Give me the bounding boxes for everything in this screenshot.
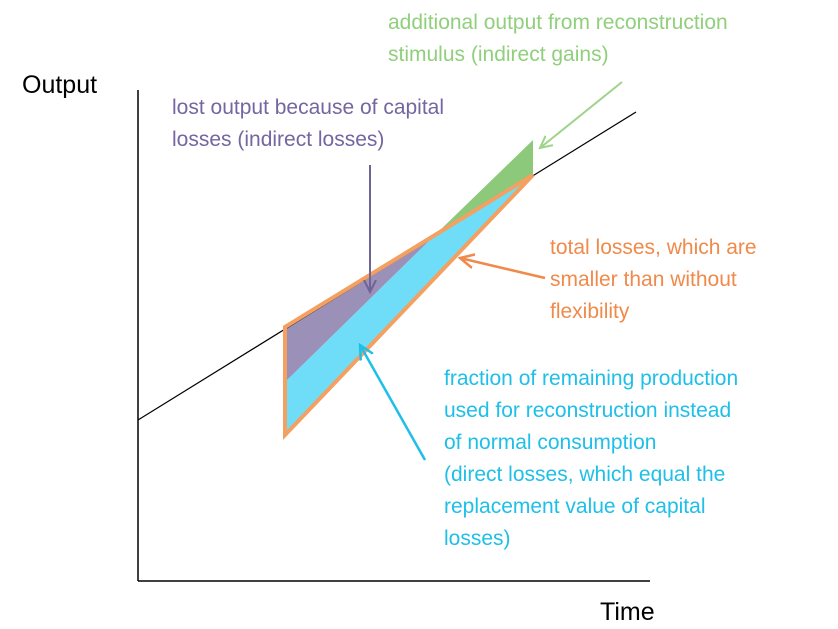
y-axis-label: Output	[22, 71, 97, 99]
axes	[137, 90, 650, 582]
annotation-line: total losses, which are	[550, 236, 757, 259]
annotation-line: smaller than without	[550, 268, 737, 291]
indirect-loss-area	[285, 235, 435, 382]
annotation-line: used for reconstruction instead	[444, 399, 731, 422]
annotation-line: flexibility	[550, 300, 630, 323]
annotation-line: losses (indirect losses)	[172, 128, 384, 151]
total-loss-outline	[283, 173, 535, 440]
arrow	[460, 258, 546, 280]
annotation-line: additional output from reconstruction	[388, 11, 728, 34]
annotation-line: (direct losses, which equal the	[444, 463, 725, 486]
indirect-gain-area	[435, 140, 533, 235]
arrow	[360, 345, 427, 461]
annotation-line: of normal consumption	[444, 431, 656, 454]
annotation-line: stimulus (indirect gains)	[388, 43, 609, 66]
annotation-line: fraction of remaining production	[444, 367, 738, 390]
annotation-line: replacement value of capital	[444, 495, 706, 518]
x-axis-label: Time	[600, 598, 655, 626]
annotation-line: lost output because of capital	[172, 96, 444, 119]
annotations: additional output from reconstruction sti…	[172, 11, 757, 550]
arrow	[540, 81, 623, 148]
annotation-line: losses)	[444, 527, 511, 550]
